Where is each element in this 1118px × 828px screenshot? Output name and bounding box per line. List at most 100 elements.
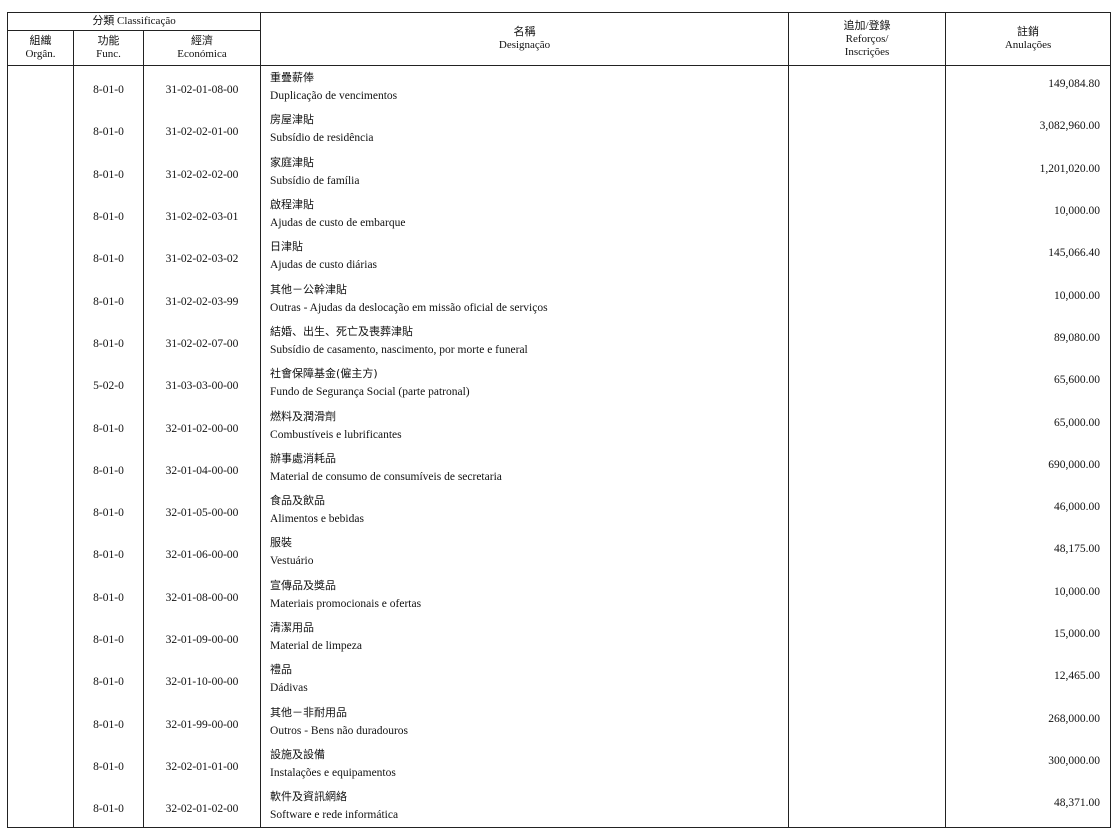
func-cell: 8-01-0 [73, 531, 144, 574]
func-cell: 8-01-0 [73, 150, 144, 193]
organ-cell [7, 65, 74, 109]
organ-cell [7, 785, 74, 828]
func-cell: 8-01-0 [73, 108, 144, 151]
designation-cell: 啟程津貼 Ajudas de custo de embarque [260, 192, 790, 236]
designation-cell: 重疊薪俸 Duplicação de vencimentos [260, 65, 790, 109]
table-row: 8-01-0 32-02-01-01-00 設施及設備 Instalações e e… [7, 742, 1112, 786]
designation-zh: 房屋津貼 [270, 113, 315, 127]
reforcos-cell [788, 362, 947, 405]
economica-cell: 32-02-01-01-00 [142, 742, 262, 786]
reforcos-cell [788, 65, 947, 109]
designation-pt: Vestuário [270, 555, 314, 568]
designation-pt: Materiais promocionais e ofertas [270, 597, 422, 610]
economica-cell: 31-02-01-08-00 [142, 65, 262, 109]
table-row: 8-01-0 31-02-01-08-00 重疊薪俸 Duplicação de ve… [7, 65, 1112, 109]
anulacoes-cell: 48,175.00 [945, 531, 1112, 574]
table-row: 5-02-0 31-03-03-00-00 社會保障基金(僱主方) Fundo de … [7, 362, 1112, 405]
anulacoes-cell: 3,082,960.00 [945, 108, 1112, 151]
func-cell: 8-01-0 [73, 319, 144, 363]
reforcos-cell [788, 319, 947, 363]
reforcos-cell [788, 785, 947, 828]
designation-pt: Subsídio de família [270, 174, 360, 187]
reforcos-cell [788, 531, 947, 574]
designation-pt: Ajudas de custo diárias [270, 259, 378, 272]
designation-pt: Outras - Ajudas da deslocação em missão … [270, 301, 548, 314]
table-row: 8-01-0 31-02-02-02-00 家庭津貼 Subsídio de famí… [7, 150, 1112, 193]
organ-cell [7, 404, 74, 447]
anulacoes-cell: 46,000.00 [945, 488, 1112, 532]
func-header: 功能 Func. [73, 30, 144, 66]
designation-zh: 家庭津貼 [270, 155, 315, 169]
economica-cell: 32-01-05-00-00 [142, 488, 262, 532]
anulacoes-cell: 65,600.00 [945, 362, 1112, 405]
designation-pt: Material de limpeza [270, 640, 362, 652]
reforcos-cell [788, 700, 947, 743]
designation-zh: 清潔用品 [270, 621, 315, 634]
economica-cell: 32-01-06-00-00 [142, 531, 262, 574]
designation-header: 名稱 Designação [260, 12, 790, 66]
organ-cell [7, 108, 74, 151]
organ-cell [7, 573, 74, 616]
designation-pt: Dádivas [270, 682, 308, 695]
designation-cell: 結婚、出生、死亡及喪葬津貼 Subsídio de casamento, nasc… [260, 319, 790, 363]
func-cell: 8-01-0 [73, 785, 144, 828]
func-cell: 8-01-0 [73, 65, 144, 109]
designation-pt: Outros - Bens não duradouros [270, 724, 409, 737]
anulacoes-cell: 268,000.00 [945, 700, 1112, 743]
designation-cell: 食品及飲品 Alimentos e bebidas [260, 488, 790, 532]
anulacoes-cell: 149,084.80 [945, 65, 1112, 109]
func-cell: 8-01-0 [73, 573, 144, 616]
anulacoes-cell: 89,080.00 [945, 319, 1112, 363]
table-row: 8-01-0 32-01-04-00-00 辦事處消耗品 Material de co… [7, 446, 1112, 489]
organ-cell [7, 488, 74, 532]
anulacoes-cell: 1,201,020.00 [945, 150, 1112, 193]
func-cell: 8-01-0 [73, 235, 144, 278]
func-cell: 8-01-0 [73, 658, 144, 701]
table-row: 8-01-0 31-02-02-07-00 結婚、出生、死亡及喪葬津貼 Subsídi… [7, 319, 1112, 363]
organ-cell [7, 531, 74, 574]
reforcos-cell [788, 108, 947, 151]
designation-zh: 設施及設備 [270, 747, 326, 761]
reforcos-cell [788, 235, 947, 278]
func-cell: 8-01-0 [73, 192, 144, 236]
designation-cell: 服裝 Vestuário [260, 531, 790, 574]
designation-cell: 社會保障基金(僱主方) Fundo de Segurança Social (pa… [260, 362, 790, 405]
table-row: 8-01-0 32-01-09-00-00 清潔用品 Material de limp… [7, 615, 1112, 659]
table-row: 8-01-0 31-02-02-03-02 日津貼 Ajudas de custo d… [7, 235, 1112, 278]
anulacoes-cell: 145,066.40 [945, 235, 1112, 278]
designation-cell: 禮品 Dádivas [260, 658, 790, 701]
anulacoes-cell: 300,000.00 [945, 742, 1112, 786]
func-cell: 8-01-0 [73, 742, 144, 786]
economica-cell: 31-02-02-02-00 [142, 150, 262, 193]
organ-cell [7, 362, 74, 405]
designation-cell: 設施及設備 Instalações e equipamentos [260, 742, 790, 786]
anulacoes-cell: 10,000.00 [945, 192, 1112, 236]
organ-cell [7, 742, 74, 786]
designation-zh: 結婚、出生、死亡及喪葬津貼 [270, 324, 414, 338]
economica-cell: 31-02-02-07-00 [142, 319, 262, 363]
designation-pt: Duplicação de vencimentos [270, 90, 398, 103]
designation-cell: 軟件及資訊網絡 Software e rede informática [260, 785, 790, 828]
organ-cell [7, 277, 74, 320]
anulacoes-cell: 690,000.00 [945, 446, 1112, 489]
table-row: 8-01-0 32-01-02-00-00 燃料及潤滑劑 Combustíveis e… [7, 404, 1112, 447]
economica-cell: 32-01-10-00-00 [142, 658, 262, 701]
designation-pt: Software e rede informática [270, 809, 399, 822]
designation-zh: 食品及飲品 [270, 494, 326, 508]
classification-header: 分類 Classificação [6, 12, 262, 31]
reforcos-cell [788, 658, 947, 701]
designation-zh: 啟程津貼 [270, 198, 315, 212]
designation-cell: 其他－公幹津貼 Outras - Ajudas da deslocação em … [260, 277, 790, 320]
designation-zh: 宣傳品及獎品 [270, 578, 337, 592]
designation-cell: 清潔用品 Material de limpeza [260, 615, 790, 659]
economica-cell: 32-01-09-00-00 [142, 615, 262, 659]
designation-cell: 宣傳品及獎品 Materiais promocionais e ofertas [260, 573, 790, 616]
designation-zh: 禮品 [270, 663, 293, 677]
table-row: 8-01-0 32-02-01-02-00 軟件及資訊網絡 Software e re… [7, 785, 1112, 828]
designation-zh: 辦事處消耗品 [270, 451, 337, 465]
organ-cell [7, 192, 74, 236]
designation-pt: Instalações e equipamentos [270, 766, 396, 779]
func-cell: 5-02-0 [73, 362, 144, 405]
economica-cell: 32-01-02-00-00 [142, 404, 262, 447]
designation-pt: Ajudas de custo de embarque [270, 217, 406, 230]
